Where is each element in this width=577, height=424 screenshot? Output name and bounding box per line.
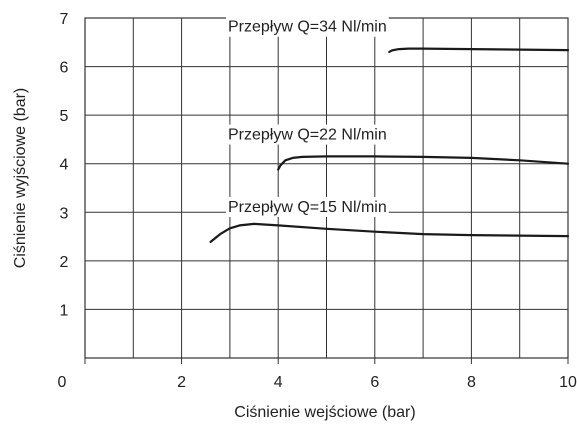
grid — [85, 18, 568, 358]
series-label-2: Przepływ Q=15 Nl/min — [228, 199, 387, 216]
series-line-2 — [209, 222, 570, 243]
series-line-1 — [277, 155, 570, 171]
series-label-bg — [226, 16, 389, 37]
y-tick-label: 4 — [60, 157, 69, 174]
y-tick-label: 1 — [60, 302, 69, 319]
y-tick-label: 3 — [60, 205, 69, 222]
series-labels: Przepływ Q=34 Nl/min Przepływ Q=22 Nl/min… — [226, 16, 389, 217]
series-line-0 — [388, 47, 570, 54]
x-tick-label: 10 — [559, 374, 577, 391]
series-label-0: Przepływ Q=34 Nl/min — [228, 19, 387, 36]
x-axis-label: Ciśnienie wejściowe (bar) — [234, 404, 415, 421]
series-label-bg — [226, 124, 389, 145]
y-axis-label: Ciśnienie wyjściowe (bar) — [12, 88, 29, 269]
y-tick-label: 2 — [60, 254, 69, 271]
y-tick-label: 6 — [60, 60, 69, 77]
series-label-1: Przepływ Q=22 Nl/min — [228, 127, 387, 144]
y-tick-label: 5 — [60, 108, 69, 125]
x-tick-label: 8 — [467, 374, 476, 391]
series-label-bg — [226, 196, 389, 217]
y-tick-label: 7 — [60, 11, 69, 28]
series-lines — [209, 47, 570, 243]
x-tick-label: 2 — [177, 374, 186, 391]
x-tick-label: 0 — [58, 374, 67, 391]
x-tick-label: 6 — [370, 374, 379, 391]
x-tick-label: 4 — [274, 374, 283, 391]
